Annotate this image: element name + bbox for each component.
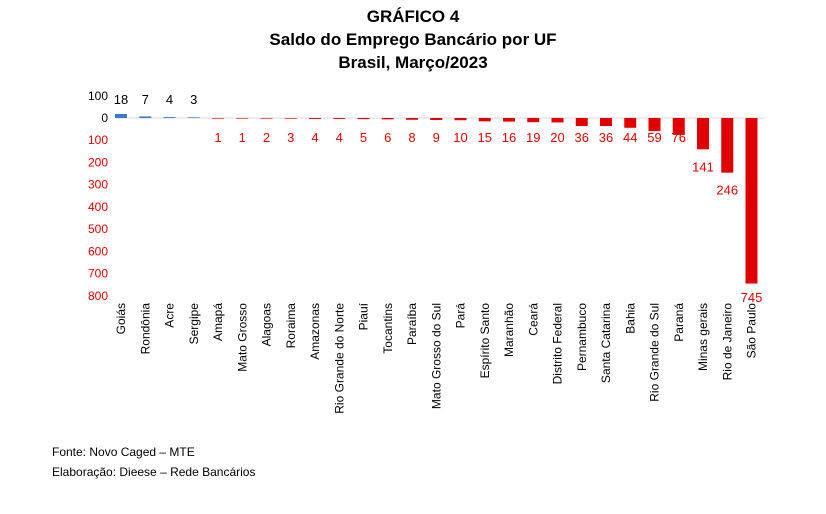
bar [381,118,394,120]
category-label: Minas gerais [696,303,710,371]
y-tick-label: 300 [88,178,108,192]
data-label: 8 [408,130,415,145]
data-label: 5 [360,130,367,145]
data-label: 1 [239,130,246,145]
category-label: Ceará [526,303,540,336]
data-label: 2 [263,130,270,145]
category-label: Roraima [284,303,298,349]
bar [745,118,758,284]
data-label: 745 [741,290,763,305]
y-tick-label: 800 [88,289,108,303]
category-label: Pernambuco [575,303,589,371]
category-label: Bahia [623,303,637,334]
credit-note: Elaboração: Dieese – Rede Bancários [52,465,256,479]
data-label: 16 [502,130,516,145]
chart-title-line3: Brasil, Março/2023 [338,53,488,72]
y-tick-label: 500 [88,222,108,236]
bar [115,114,127,118]
data-label: 7 [142,92,149,107]
category-label: Acre [163,303,177,328]
bar [260,118,273,119]
bar [648,118,661,132]
bar-chart: 100010020030040050060070080018Goiás7Rond… [88,89,765,414]
data-label: 3 [287,130,294,145]
category-label: Mato Grosso do Sul [429,303,443,409]
category-label: Sergipe [187,303,201,345]
bar [212,118,224,119]
category-label: Paraná [672,303,686,342]
y-tick-label: 400 [88,200,108,214]
bar [624,118,637,128]
bar [600,118,612,126]
chart-title-line1: GRÁFICO 4 [366,7,460,26]
bar [721,118,734,173]
data-label: 18 [114,92,128,107]
y-tick-label: 100 [88,133,108,147]
data-label: 36 [599,130,613,145]
chart-title-line2: Saldo do Emprego Bancário por UF [269,30,557,49]
bar [527,118,540,123]
data-label: 36 [575,130,589,145]
data-label: 1 [214,130,221,145]
data-label: 3 [190,92,197,107]
category-label: Paraíba [405,303,419,345]
category-label: Piauí [357,302,371,330]
bar [575,118,588,126]
bar [697,118,709,150]
y-tick-label: 200 [88,155,108,169]
category-label: Espírito Santo [478,303,492,379]
category-label: São Paulo [745,303,759,359]
y-tick-label: 700 [88,267,108,281]
category-label: Maranhão [502,303,516,357]
category-label: Amapá [211,303,225,341]
data-label: 10 [453,130,467,145]
bar [139,116,152,118]
bar [406,118,418,120]
bar [163,117,176,118]
data-label: 15 [478,130,492,145]
data-label: 4 [311,130,318,145]
bar [672,118,685,135]
bar [551,118,564,123]
category-label: Rio Grande do Sul [648,303,662,402]
category-label: Distrito Federal [551,303,565,384]
category-label: Tocantins [381,303,395,354]
category-label: Alagoas [260,303,274,346]
data-label: 4 [336,130,343,145]
category-label: Amazonas [308,303,322,360]
source-note: Fonte: Novo Caged – MTE [52,445,195,459]
bar [309,118,321,119]
category-label: Rio de Janeiro [720,303,734,381]
category-label: Mato Grosso [235,303,249,372]
bar [187,117,200,118]
bar [236,118,249,119]
y-tick-label: 100 [88,89,108,103]
bar [478,118,491,122]
data-label: 19 [526,130,540,145]
data-label: 9 [433,130,440,145]
bar [284,118,297,119]
data-label: 20 [550,130,564,145]
category-label: Pará [454,303,468,329]
y-tick-label: 600 [88,244,108,258]
data-label: 76 [672,130,686,145]
data-label: 59 [647,130,661,145]
category-label: Rondônia [138,303,152,355]
bar [430,118,443,120]
category-label: Rio Grande do Norte [332,303,346,414]
data-label: 6 [384,130,391,145]
data-label: 141 [692,159,714,174]
category-label: Santa Catarina [599,303,613,383]
bar [503,118,515,122]
data-label: 246 [716,183,738,198]
category-label: Goiás [114,303,128,334]
bar [357,118,370,120]
data-label: 4 [166,92,173,107]
bar [454,118,467,121]
bar [333,118,346,119]
data-label: 44 [623,130,637,145]
y-tick-label: 0 [101,111,108,125]
